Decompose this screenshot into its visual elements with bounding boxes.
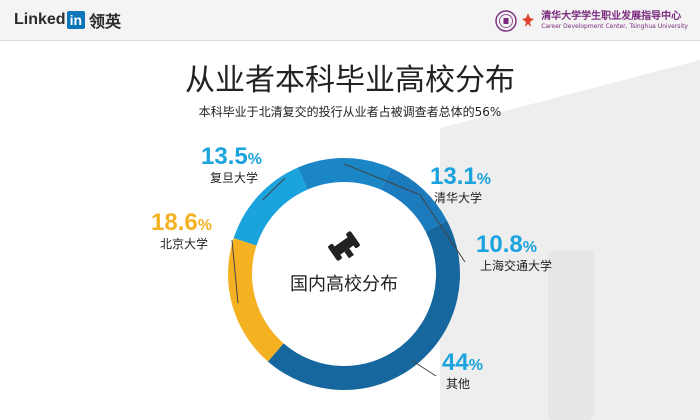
linkedin-wordmark: Linked [14,11,66,28]
tsinghua-seal-icon [495,10,517,32]
linkedin-cn-name: 领英 [89,12,122,31]
slice-category-label: 复旦大学 [210,170,258,185]
phone-icon [328,231,360,261]
slice-value-label: 13.1% [430,163,491,190]
donut-chart [227,158,460,390]
slice-labels: 13.5%复旦大学 13.1%清华大学 10.8%上海交通大学 44%其他 18.6%北… [151,143,552,391]
chart-title: 从业者本科毕业高校分布 [185,63,515,98]
slice-value-label: 44% [442,349,483,376]
leader-line [411,360,437,377]
slice-category-label: 北京大学 [160,236,208,251]
tsinghua-en-name: Career Development Center, Tsinghua Univ… [541,23,688,30]
donut-slice [227,238,284,362]
background-decoration-stroke [548,250,594,420]
header-divider [0,40,700,41]
linkedin-logo: Linked in 领英 [14,9,121,31]
header-bar [0,0,700,40]
slice-value-label: 10.8% [476,231,537,258]
background-decoration [440,60,700,420]
slice-category-label: 其他 [446,377,470,391]
slice-category-label: 清华大学 [434,190,482,205]
tsinghua-career-logo: 清华大学学生职业发展指导中心 Career Development Center… [495,5,688,37]
leader-line [262,177,286,201]
slice-value-label: 18.6% [151,209,212,236]
leader-line [231,239,239,304]
tsinghua-cn-name: 清华大学学生职业发展指导中心 [541,11,682,22]
tsinghua-text: 清华大学学生职业发展指导中心 Career Development Center… [541,11,688,31]
chart-subtitle: 本科毕业于北清复交的投行从业者占被调查者总体的56% [199,104,502,119]
slice-value-label: 13.5% [201,143,262,170]
donut-slice [233,167,308,246]
leader-line [418,193,466,263]
slice-category-label: 上海交通大学 [480,258,552,273]
donut-center-label: 国内高校分布 [290,274,398,295]
donut-slice [297,158,391,190]
donut-slice [267,220,460,390]
career-star-icon [522,13,535,27]
leader-line [344,163,419,195]
donut-slice [381,167,448,232]
linkedin-in-icon: in [66,11,86,29]
